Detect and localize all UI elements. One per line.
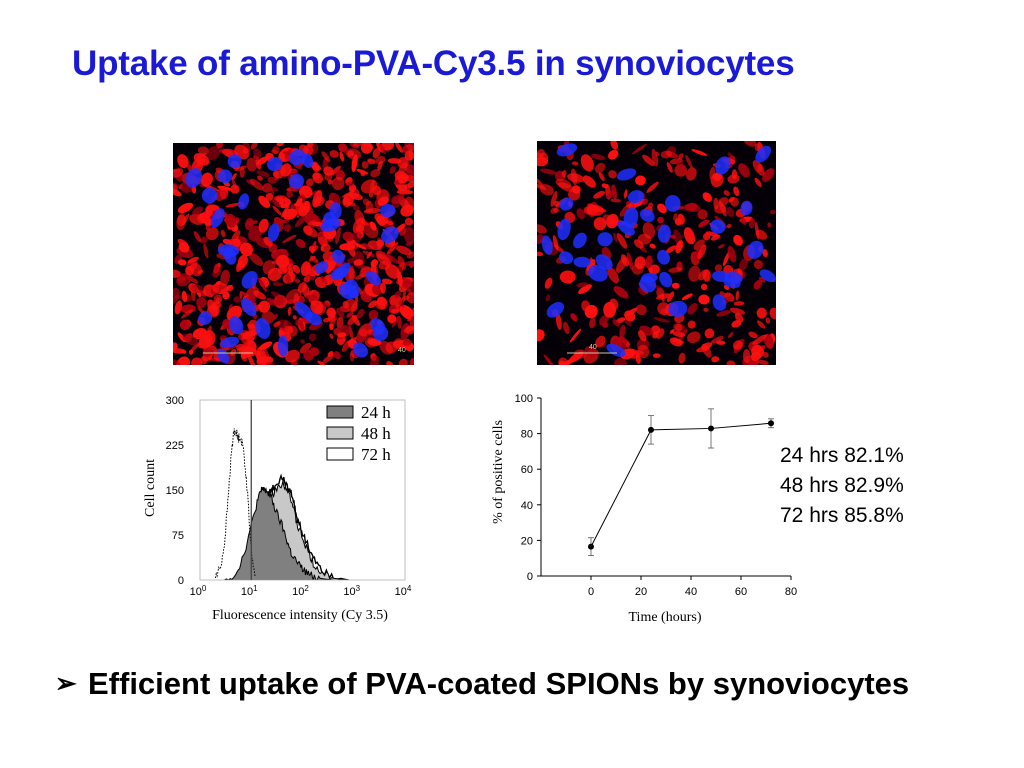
scale-bar-label: 40 <box>398 347 406 354</box>
histogram-x-tick-label: 102 <box>292 584 309 598</box>
slide-title: Uptake of amino-PVA-Cy3.5 in synoviocyte… <box>72 44 795 83</box>
uptake-y-axis-label: % of positive cells <box>491 420 506 524</box>
histogram-y-tick-label: 300 <box>166 395 184 407</box>
histogram-x-tick-label: 104 <box>395 584 412 598</box>
histogram-y-tick-label: 150 <box>166 485 184 497</box>
histogram-x-tick-label: 101 <box>241 584 258 598</box>
legend-label: 72 h <box>361 445 391 464</box>
histogram-y-axis-label: Cell count <box>143 459 158 517</box>
arrow-bullet-icon: ➢ <box>55 668 77 698</box>
scale-bar-label: 40 <box>589 344 597 351</box>
uptake-x-tick-label: 0 <box>588 586 594 598</box>
stat-72h: 72 hrs 85.8% <box>780 504 904 527</box>
histogram-y-tick-label: 225 <box>166 440 184 452</box>
uptake-y-tick-label: 40 <box>521 500 533 512</box>
uptake-y-tick-label: 0 <box>527 571 533 583</box>
uptake-y-tick-label: 100 <box>515 393 533 405</box>
nuclei <box>185 149 399 364</box>
uptake-x-tick-label: 20 <box>635 586 647 598</box>
micrograph-72h-image: 40 <box>537 141 776 365</box>
data-point <box>588 543 594 550</box>
histogram-series-72h <box>235 473 349 580</box>
uptake-series-line <box>590 422 772 547</box>
legend-swatch <box>326 405 354 419</box>
conclusion-text: Efficient uptake of PVA-coated SPIONs by… <box>88 666 910 701</box>
uptake-y-tick-label: 20 <box>521 535 533 547</box>
uptake-x-tick-label: 80 <box>785 586 797 598</box>
data-point <box>648 426 654 433</box>
histogram-frame <box>199 399 406 581</box>
legend-label: 48 h <box>361 424 391 443</box>
histogram-x-axis-label: Fluorescence intensity (Cy 3.5) <box>212 608 388 623</box>
legend-swatch <box>326 447 354 461</box>
legend-label: 24 h <box>361 403 391 422</box>
stat-48h: 48 hrs 82.9% <box>780 474 904 497</box>
uptake-y-tick-label: 60 <box>521 464 533 476</box>
histogram-series-24h <box>224 487 334 580</box>
histogram-x-tick-label: 100 <box>190 584 207 598</box>
uptake-x-tick-label: 60 <box>735 586 747 598</box>
legend-swatch <box>326 426 354 440</box>
micrograph-24h-image: 40 <box>173 143 414 365</box>
uptake-stats: 24 hrs 82.1% 48 hrs 82.9% 72 hrs 85.8% <box>780 441 904 531</box>
conclusion-bullet: ➢ Efficient uptake of PVA-coated SPIONs b… <box>55 666 909 702</box>
uptake-x-axis-label: Time (hours) <box>629 610 702 625</box>
histogram-control-trace <box>214 428 256 579</box>
nuclei <box>541 143 776 357</box>
data-point <box>768 420 774 427</box>
data-point <box>708 425 714 432</box>
histogram-y-tick-label: 75 <box>172 530 184 542</box>
uptake-y-tick-label: 80 <box>521 429 533 441</box>
histogram-series-48h <box>229 480 346 580</box>
histogram-y-tick-label: 0 <box>178 575 184 587</box>
stat-24h: 24 hrs 82.1% <box>780 444 904 467</box>
uptake-x-tick-label: 40 <box>685 586 697 598</box>
histogram-x-tick-label: 103 <box>343 584 360 598</box>
